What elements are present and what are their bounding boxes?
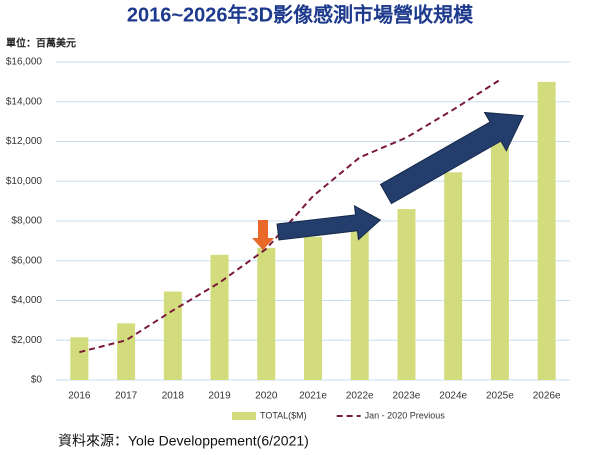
bar	[257, 247, 276, 380]
legend-swatch	[232, 412, 256, 420]
source: 資料來源：Yole Developpement(6/2021)	[58, 433, 309, 449]
x-tick-label: 2019	[208, 391, 231, 402]
x-tick-label: 2025e	[486, 391, 514, 402]
bar	[117, 323, 136, 380]
trend-arrow	[379, 111, 525, 205]
bar	[444, 172, 463, 380]
y-tick-label: $10,000	[6, 176, 43, 187]
bar	[304, 236, 322, 380]
x-tick-label: 2022e	[346, 391, 374, 402]
y-tick-label: $14,000	[6, 96, 43, 107]
x-tick-label: 2017	[115, 391, 138, 402]
unit-label: 單位：百萬美元	[6, 37, 76, 50]
y-tick-label: $16,000	[6, 57, 43, 68]
x-tick-label: 2024e	[439, 391, 467, 402]
bar	[163, 291, 182, 380]
x-tick-label: 2026e	[533, 391, 561, 402]
x-tick-label: 2020	[255, 391, 278, 402]
y-tick-label: $2,000	[11, 335, 42, 346]
y-tick-label: $12,000	[6, 136, 43, 147]
bar	[490, 127, 509, 381]
highlight-arrow	[252, 220, 274, 250]
legend-label: Jan - 2020 Previous	[365, 410, 446, 420]
line	[79, 79, 501, 354]
bar	[350, 227, 369, 380]
bar	[210, 254, 229, 380]
legend-label: TOTAL($M)	[260, 410, 307, 420]
bar	[70, 337, 89, 380]
x-tick-label: 2018	[162, 391, 185, 402]
x-tick-label: 2021e	[299, 391, 327, 402]
bar	[537, 81, 556, 380]
trend-arrow	[276, 204, 382, 241]
y-tick-label: $6,000	[11, 255, 42, 266]
y-tick-label: $8,000	[11, 216, 42, 227]
y-tick-label: $4,000	[11, 295, 42, 306]
x-tick-label: 2023e	[393, 391, 421, 402]
y-tick-label: $0	[31, 375, 43, 386]
chart-title: 2016~2026年3D影像感測市場營收規模	[127, 2, 474, 26]
bar	[397, 209, 416, 380]
x-tick-label: 2016	[68, 391, 91, 402]
